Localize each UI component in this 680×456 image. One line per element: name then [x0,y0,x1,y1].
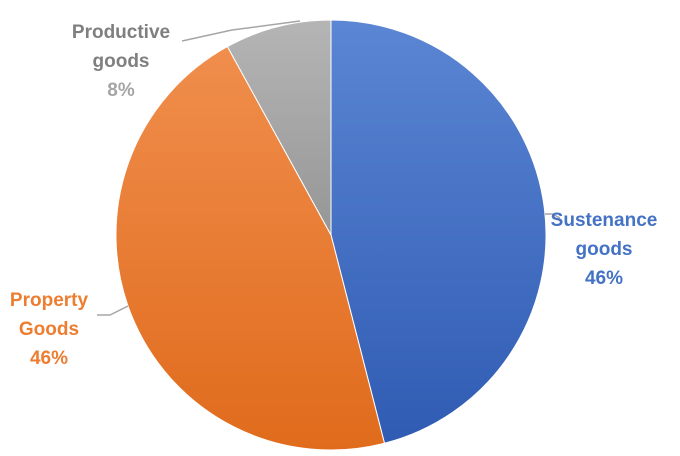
slice-percent-productive: 8% [107,80,135,101]
slice-name-property-1: Property [10,290,89,311]
pie-slice-productive [226,19,332,236]
leader-line-property [97,305,129,316]
slice-name-sustenance-2: goods [576,239,633,260]
leader-lines [97,20,561,316]
slice-percent-sustenance: 46% [585,268,623,289]
slice-percent-property: 46% [30,348,68,369]
pie-slice-sustenance [330,19,547,444]
leader-line-productive [181,20,301,42]
slice-name-productive-1: Productive [72,22,170,43]
slice-labels: Sustenance goods 46% Property Goods 46% Produc… [10,22,657,369]
leader-line-sustenance [545,213,561,219]
slice-name-sustenance-1: Sustenance [551,210,658,231]
pie-slice-property [115,45,386,451]
slice-name-property-2: Goods [19,319,79,340]
pie-slices [115,19,547,451]
slice-name-productive-2: goods [93,51,150,72]
